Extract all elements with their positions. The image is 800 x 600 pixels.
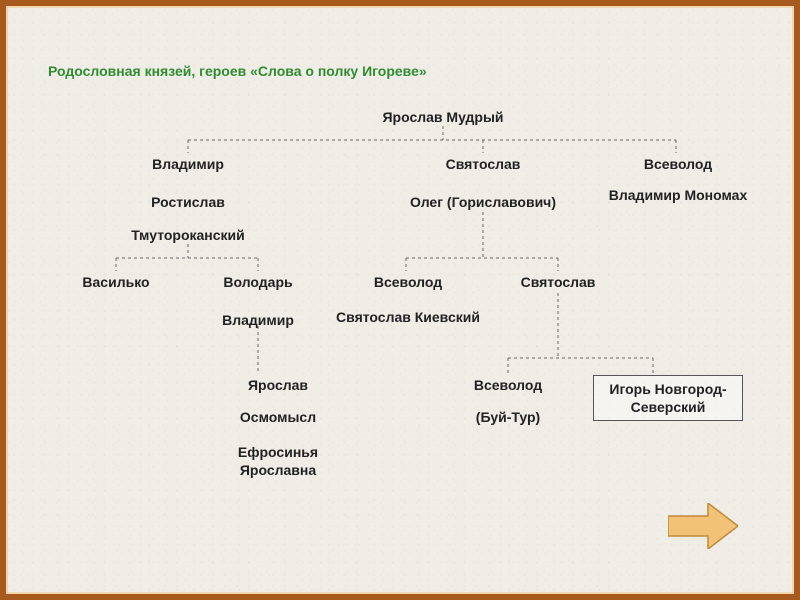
- tree-node-monomakh: Владимир Мономах: [598, 186, 758, 204]
- tree-node-vsevolod2: Всеволод: [328, 273, 488, 291]
- outer-frame: Родословная князей, героев «Слова о полк…: [0, 0, 800, 600]
- tree-node-vsevolod1: Всеволод: [598, 155, 758, 173]
- tree-node-buitur: (Буй-Тур): [428, 408, 588, 426]
- slide-canvas: Родословная князей, героев «Слова о полк…: [6, 6, 794, 594]
- next-arrow[interactable]: [668, 503, 738, 549]
- tree-node-vladimir1: Владимир: [108, 155, 268, 173]
- tree-node-volodar: Володарь: [178, 273, 338, 291]
- tree-node-svyatoslav1: Святослав: [403, 155, 563, 173]
- page-title: Родословная князей, героев «Слова о полк…: [48, 63, 427, 79]
- tree-node-yaroslav2: Ярослав: [198, 376, 358, 394]
- tree-node-kievsky: Святослав Киевский: [318, 308, 498, 326]
- tree-node-osmomysl: Осмомысл: [198, 408, 358, 426]
- tree-node-vladimir2: Владимир: [178, 311, 338, 329]
- tree-node-tmutor: Тмутороканский: [108, 226, 268, 244]
- tree-node-efrosinia: Ефросинья Ярославна: [198, 443, 358, 479]
- tree-node-rostislav: Ростислав: [108, 193, 268, 211]
- arrow-icon: [668, 503, 738, 549]
- tree-node-oleg: Олег (Гориславович): [373, 193, 593, 211]
- tree-node-svyatoslav2: Святослав: [478, 273, 638, 291]
- tree-node-vasilko: Василько: [36, 273, 196, 291]
- tree-node-vsevolod3: Всеволод: [428, 376, 588, 394]
- tree-node-igor: Игорь Новгород-Северский: [593, 375, 743, 421]
- tree-node-root: Ярослав Мудрый: [363, 108, 523, 126]
